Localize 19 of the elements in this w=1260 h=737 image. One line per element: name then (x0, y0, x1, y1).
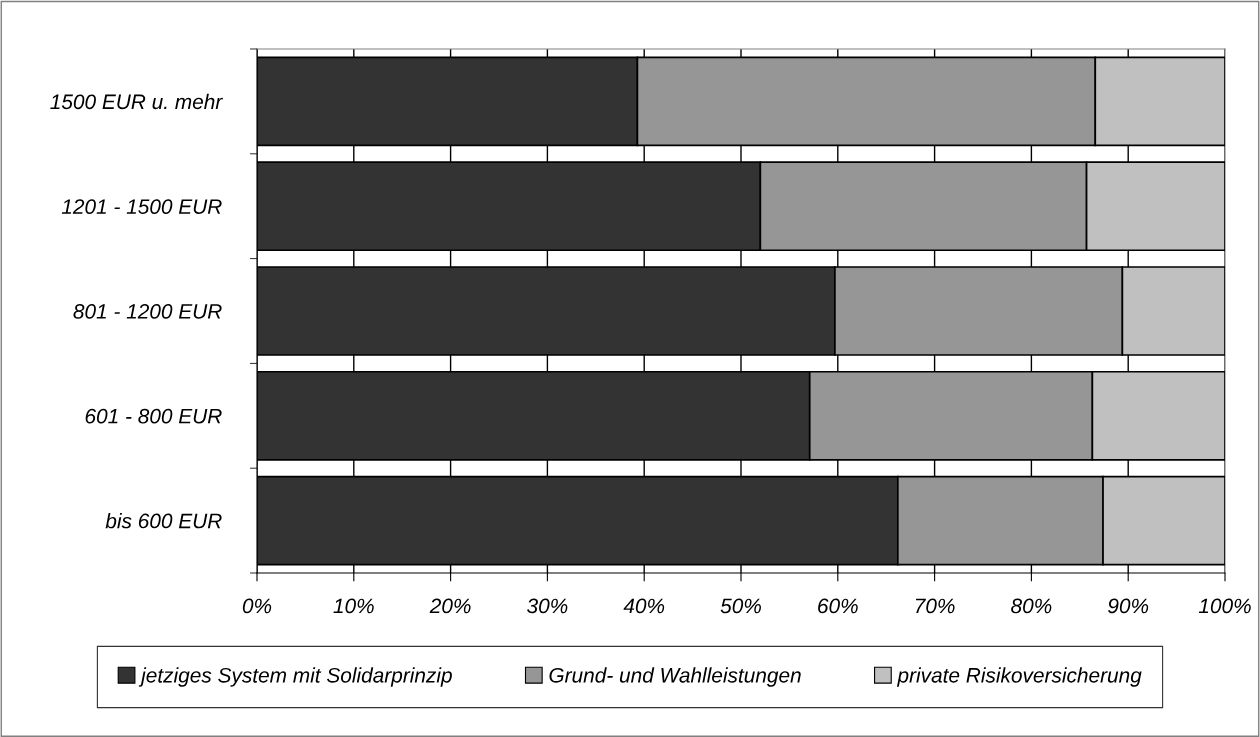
y-tick-label: 1500 EUR u. mehr (50, 93, 223, 110)
y-tick-label: 1201 - 1500 EUR (61, 199, 222, 214)
x-tick-label: 30% (527, 598, 568, 614)
y-tick-label: 601 - 800 EUR (85, 408, 222, 424)
x-tick-label: 60% (818, 598, 858, 614)
x-tick-label: 50% (720, 598, 761, 614)
y-tick-label: bis 600 EUR (105, 513, 222, 529)
legend-label: jetziges System mit Solidarprinzip (138, 667, 452, 687)
x-tick-label: 0% (242, 598, 272, 614)
x-tick-label: 90% (1108, 598, 1149, 614)
x-tick-label: 40% (623, 598, 665, 614)
x-tick-label: 10% (333, 598, 374, 614)
y-tick-label: 801 - 1200 EUR (73, 304, 222, 319)
legend-label: private Risikoversicherung (896, 667, 1142, 687)
x-tick-label: 100% (1198, 598, 1251, 614)
x-tick-label: 20% (429, 598, 471, 614)
x-tick-label: 80% (1011, 598, 1052, 614)
x-tick-label: 70% (915, 598, 955, 614)
legend-label: Grund- und Wahlleistungen (549, 667, 801, 687)
